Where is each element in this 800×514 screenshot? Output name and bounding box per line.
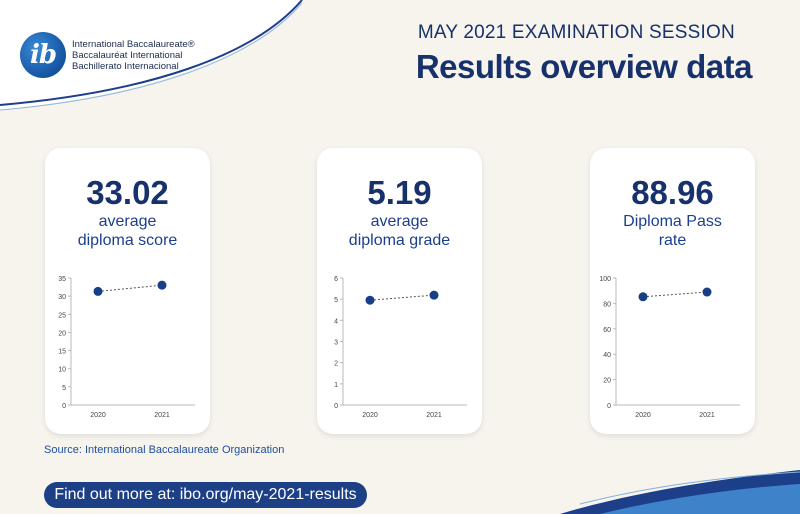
card-pass-rate: 88.96 Diploma Pass rate 0 20 40 60 80 100 2020… bbox=[590, 148, 755, 434]
data-point bbox=[157, 280, 167, 290]
y-tick-label: 3 bbox=[334, 340, 338, 347]
card-label: Diploma Pass rate bbox=[590, 212, 755, 250]
y-tick-label: 6 bbox=[334, 276, 338, 283]
y-tick-label: 10 bbox=[58, 367, 66, 374]
card-label: average diploma score bbox=[45, 212, 210, 250]
card-diploma-score: 33.02 average diploma score 0 5 10 15 20 25 30… bbox=[45, 148, 210, 434]
page-subtitle: MAY 2021 EXAMINATION SESSION bbox=[417, 22, 735, 43]
x-tick-label: 2021 bbox=[426, 412, 442, 419]
series-line bbox=[97, 284, 163, 292]
y-tick-label: 80 bbox=[603, 301, 611, 308]
y-tick-label: 5 bbox=[334, 297, 338, 304]
y-tick-label: 100 bbox=[599, 276, 611, 283]
y-tick-label: 0 bbox=[62, 403, 66, 410]
x-tick-label: 2020 bbox=[362, 412, 378, 419]
y-tick-label: 1 bbox=[334, 382, 338, 389]
y-tick-label: 20 bbox=[58, 330, 66, 337]
series-line bbox=[642, 291, 708, 298]
data-point bbox=[638, 292, 648, 302]
ib-logo-icon: ib bbox=[20, 32, 66, 78]
x-tick-label: 2021 bbox=[699, 412, 715, 419]
card-label-line-1: average bbox=[370, 213, 429, 230]
data-point bbox=[93, 286, 103, 296]
y-tick-label: 25 bbox=[58, 312, 66, 319]
more-info-link[interactable]: Find out more at: ibo.org/may-2021-resul… bbox=[44, 482, 367, 508]
y-tick-label: 0 bbox=[607, 403, 611, 410]
chart-pass-rate: 0 20 40 60 80 100 2020 2021 bbox=[599, 276, 740, 419]
ib-logo-text: International Baccalaureate® Baccalauréa… bbox=[72, 39, 195, 72]
card-label-line-2: diploma score bbox=[77, 232, 178, 249]
chart-diploma-grade: 0 1 2 3 4 5 6 2020 2021 bbox=[334, 276, 467, 419]
card-label: average diploma grade bbox=[317, 212, 482, 250]
page-header: MAY 2021 EXAMINATION SESSION Results ove… bbox=[415, 22, 753, 86]
page-title: Results overview data bbox=[415, 48, 753, 85]
x-tick-label: 2020 bbox=[635, 412, 651, 419]
x-tick-label: 2021 bbox=[154, 412, 170, 419]
source-note: Source: International Baccalaureate Orga… bbox=[44, 444, 285, 456]
series-line bbox=[369, 294, 435, 301]
y-tick-label: 60 bbox=[603, 327, 611, 334]
y-tick-label: 4 bbox=[334, 318, 338, 325]
y-tick-label: 5 bbox=[62, 385, 66, 392]
logo-line-1: International Baccalaureate® bbox=[72, 38, 195, 50]
y-tick-label: 30 bbox=[58, 294, 66, 301]
x-tick-label: 2020 bbox=[90, 412, 106, 419]
card-value: 88.96 bbox=[631, 174, 714, 211]
logo-line-3: Bachillerato Internacional bbox=[72, 60, 179, 72]
data-point bbox=[702, 287, 712, 297]
y-tick-label: 0 bbox=[334, 403, 338, 410]
y-tick-label: 35 bbox=[58, 276, 66, 283]
card-label-line-2: diploma grade bbox=[348, 232, 451, 249]
y-tick-label: 40 bbox=[603, 352, 611, 359]
logo-line-2: Baccalauréat International bbox=[72, 49, 183, 61]
y-tick-label: 20 bbox=[603, 378, 611, 385]
card-label-line-2: rate bbox=[658, 232, 687, 249]
card-label-line-1: average bbox=[98, 213, 157, 230]
card-diploma-grade: 5.19 average diploma grade 0 1 2 3 4 5 6 2020 20… bbox=[317, 148, 482, 434]
card-value: 5.19 bbox=[367, 174, 432, 211]
card-label-line-1: Diploma Pass bbox=[623, 213, 722, 230]
y-tick-label: 15 bbox=[58, 349, 66, 356]
card-value: 33.02 bbox=[86, 174, 169, 211]
y-tick-label: 2 bbox=[334, 361, 338, 368]
data-point bbox=[429, 290, 439, 300]
chart-diploma-score: 0 5 10 15 20 25 30 35 2020 2021 bbox=[58, 276, 195, 419]
data-point bbox=[365, 295, 375, 305]
ib-logo: ib International Baccalaureate® Baccalau… bbox=[20, 32, 195, 78]
